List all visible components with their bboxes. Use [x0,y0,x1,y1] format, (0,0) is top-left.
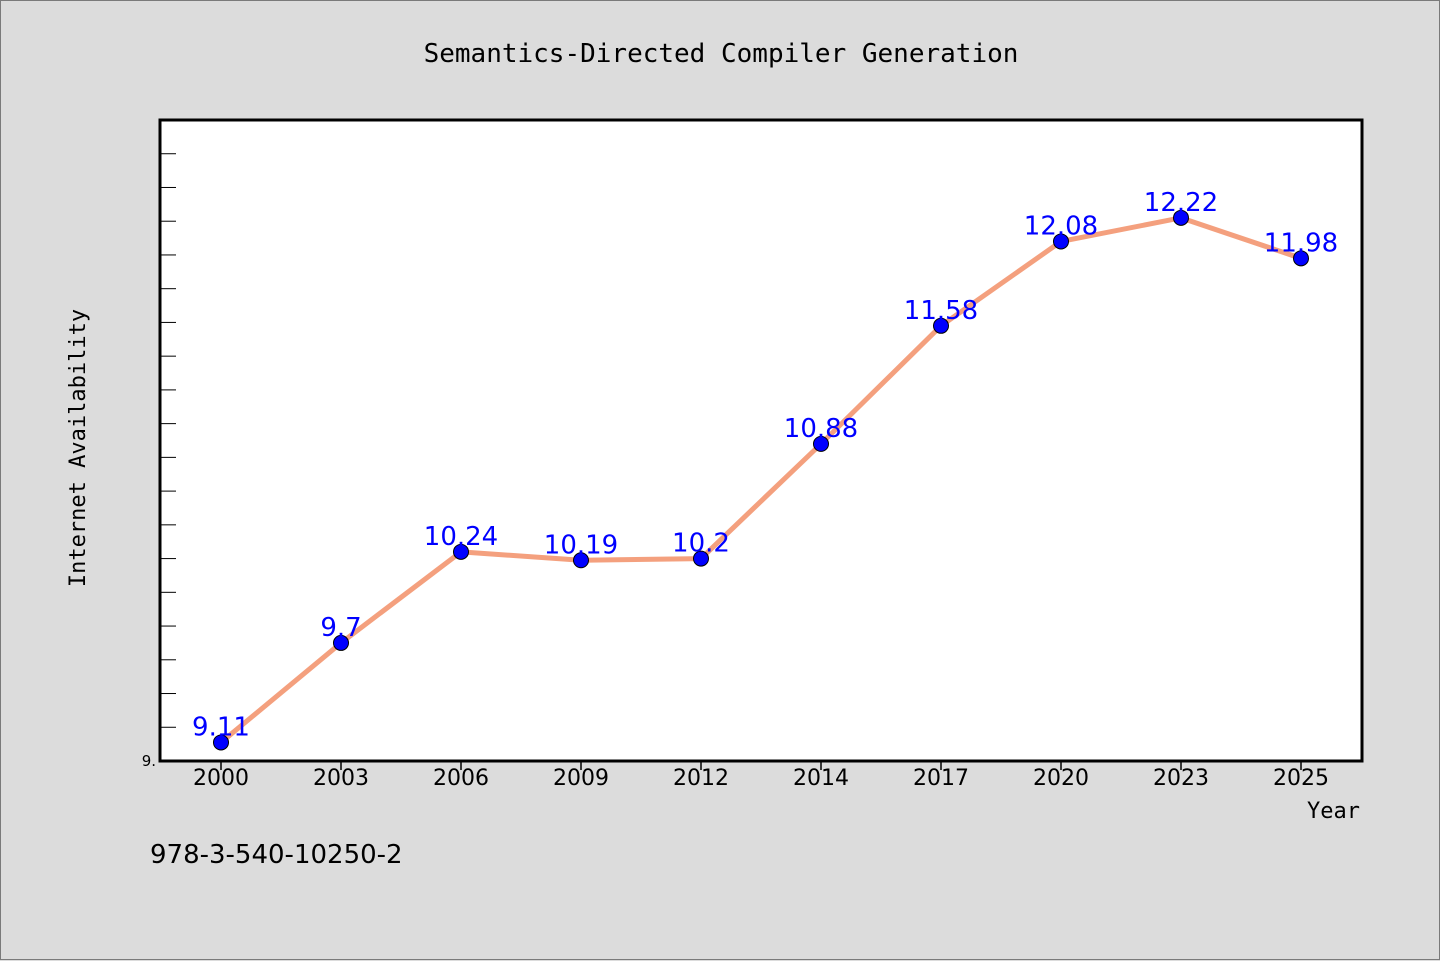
data-point [1293,250,1309,267]
x-tick-label: 2009 [553,766,609,791]
series-line [218,215,1304,745]
data-point [453,543,469,560]
y-tick-label: 9. [142,752,156,770]
data-label: 9.11 [192,712,250,742]
x-tick-label: 2020 [1033,766,1089,791]
data-label: 12.08 [1024,211,1098,241]
data-label: 10.19 [544,530,618,560]
chart-title: Semantics-Directed Compiler Generation [424,39,1019,69]
x-tick-label: 2023 [1153,766,1209,791]
y-tick-labels: 9. [142,752,156,770]
data-point [1053,233,1069,250]
data-label: 10.2 [672,529,730,559]
x-ticks [220,761,1302,770]
data-point [693,550,709,567]
data-label: 10.88 [784,414,858,444]
x-tick-label: 2006 [433,766,489,791]
data-point [333,634,349,651]
x-axis-label: Year [1307,799,1360,824]
x-tick-label: 2017 [913,766,969,791]
data-label: 10.24 [424,522,498,552]
data-label: 11.58 [904,296,978,326]
data-point [573,552,589,569]
footer-isbn: 978-3-540-10250-2 [150,840,403,870]
data-point [813,435,829,452]
data-point [933,317,949,334]
x-tick-label: 2003 [313,766,369,791]
x-tick-label: 2025 [1273,766,1329,791]
data-point [1173,209,1189,226]
data-label: 12.22 [1144,188,1218,218]
data-labels: 9.11 9.7 10.24 10.19 10.2 10.88 11.58 12.08 12.2… [192,188,1338,743]
plot-area [158,118,1364,763]
data-point [213,734,229,751]
y-minor-ticks [160,119,176,728]
x-tick-label: 2014 [793,766,849,791]
data-label: 11.98 [1264,228,1338,258]
data-label: 9.7 [320,613,361,643]
x-tick-labels: 2000 2003 2006 2009 2012 2014 2017 2020 2023 2025 [193,766,1329,791]
x-tick-label: 2012 [673,766,729,791]
x-tick-label: 2000 [193,766,249,791]
y-axis-label: Internet Availability [66,309,91,587]
data-markers [213,209,1309,751]
